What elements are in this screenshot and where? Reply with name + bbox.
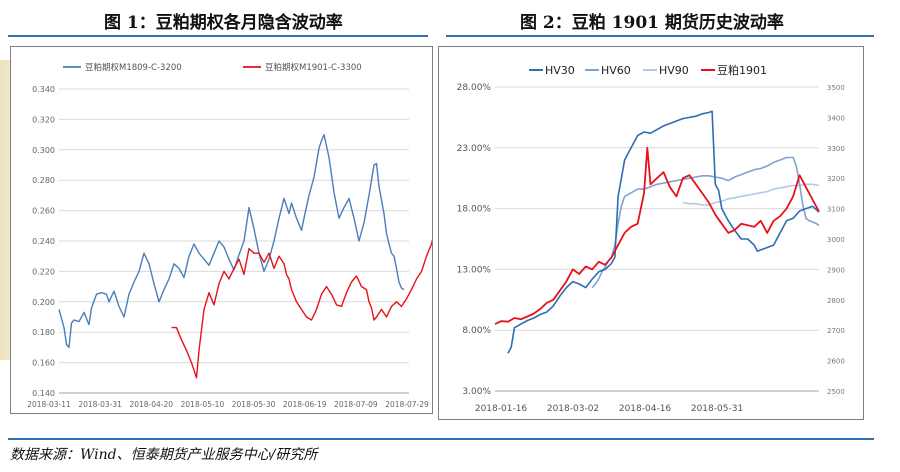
implied-volatility-chart: 0.140 0.160 0.180 0.200 0.220 0.240 0.260 0.280…	[27, 62, 485, 409]
y-left-tick-label: 23.00%	[457, 144, 492, 154]
right-title-rule	[446, 35, 874, 37]
x-tick-label: 2018-03-31	[78, 400, 122, 409]
x-tick-label: 2018-04-16	[619, 404, 672, 414]
x-tick-label: 2018-03-02	[547, 404, 599, 414]
y-right-tick-label: 3500	[827, 84, 845, 92]
legend-label: HV90	[659, 64, 689, 77]
series-line	[58, 133, 405, 349]
y-left-tick-label: 3.00%	[462, 387, 491, 397]
left-chart-title: 图 1：豆粕期权各月隐含波动率	[104, 13, 343, 33]
y-tick-label: 0.300	[32, 146, 55, 155]
y-right-tick-label: 3200	[827, 175, 845, 183]
y-right-tick-label: 3400	[827, 114, 845, 122]
y-right-tick-label: 3100	[827, 206, 845, 214]
legend-label: HV30	[545, 64, 575, 77]
source-note: 数据来源：Wind、恒泰期货产业服务中心/研究所	[10, 447, 318, 463]
y-tick-label: 0.340	[32, 85, 55, 94]
y-tick-label: 0.320	[32, 115, 55, 124]
y-tick-label: 0.280	[32, 176, 55, 185]
y-tick-label: 0.200	[32, 298, 55, 307]
x-tick-label: 2018-05-10	[181, 400, 225, 409]
y-left-tick-label: 13.00%	[457, 265, 492, 275]
y-right-tick-label: 2500	[827, 388, 845, 396]
left-title-rule	[8, 35, 428, 37]
x-tick-label: 2018-07-29	[385, 400, 429, 409]
legend-label: 豆粕1901	[717, 63, 767, 77]
y-tick-label: 0.260	[32, 207, 55, 216]
y-left-tick-label: 18.00%	[457, 205, 492, 215]
x-tick-label: 2018-05-30	[232, 400, 276, 409]
x-tick-label: 2018-03-11	[27, 400, 71, 409]
footer-rule	[8, 438, 874, 440]
y-right-tick-label: 3000	[827, 236, 845, 244]
y-tick-label: 0.180	[32, 328, 55, 337]
y-right-tick-label: 3300	[827, 145, 845, 153]
right-chart-title: 图 2：豆粕 1901 期货历史波动率	[520, 13, 784, 33]
x-tick-label: 2018-04-20	[129, 400, 173, 409]
legend-label: 豆粕期权M1901-C-3300	[265, 62, 362, 73]
y-right-tick-label: 2600	[827, 358, 845, 366]
y-left-tick-label: 28.00%	[457, 83, 492, 93]
right-chart-frame: 3.00% 8.00% 13.00% 18.00% 23.00% 28.00% 2500 26…	[438, 46, 864, 420]
x-tick-label: 2018-06-19	[283, 400, 327, 409]
left-chart-frame: 0.140 0.160 0.180 0.200 0.220 0.240 0.260 0.280…	[10, 46, 485, 414]
y-tick-label: 0.220	[32, 267, 55, 276]
y-tick-label: 0.140	[32, 389, 55, 398]
series-line	[507, 110, 820, 354]
x-tick-label: 2018-07-09	[334, 400, 378, 409]
x-tick-label: 2018-01-16	[475, 404, 528, 414]
legend-label: HV60	[601, 64, 631, 77]
y-tick-label: 0.160	[32, 359, 55, 368]
x-tick-label: 2018-05-31	[691, 404, 743, 414]
y-right-tick-label: 2900	[827, 266, 845, 274]
y-left-tick-label: 8.00%	[462, 326, 491, 336]
legend-label: 豆粕期权M1809-C-3200	[85, 62, 182, 73]
series-line	[494, 146, 820, 325]
y-right-tick-label: 2700	[827, 327, 845, 335]
y-tick-label: 0.240	[32, 237, 55, 246]
historical-volatility-chart: 3.00% 8.00% 13.00% 18.00% 23.00% 28.00% 2500 26…	[457, 63, 845, 414]
y-right-tick-label: 2800	[827, 297, 845, 305]
